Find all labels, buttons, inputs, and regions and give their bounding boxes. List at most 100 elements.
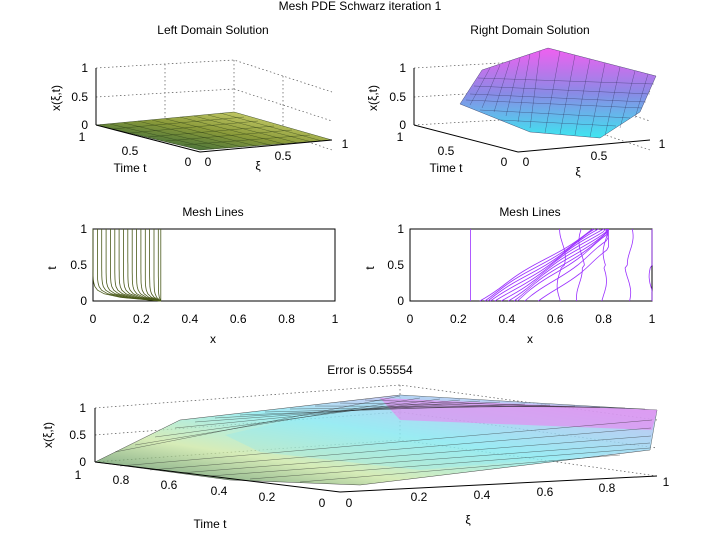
mesh-line: [92, 229, 161, 302]
mesh-line: [110, 229, 161, 302]
mesh-line: [131, 229, 161, 302]
panel3-xtick: 0.4: [181, 312, 198, 326]
mesh-line: [513, 229, 608, 302]
panel5-xtick: 0.8: [599, 481, 616, 495]
panel5-xtick: 1: [663, 475, 670, 489]
mesh-line: [501, 229, 607, 302]
panel4-xtick: 0: [407, 312, 414, 326]
mesh-line: [524, 229, 609, 302]
panel3-xtick: 0.6: [230, 312, 247, 326]
panel4-title: Mesh Lines: [499, 205, 560, 219]
panel-error-surface: Error is 0.55554 0 0.5 1 0 0.2: [41, 363, 670, 531]
panel2-zlabel: x(ξ,t): [366, 85, 380, 111]
panel5-zlabel: x(ξ,t): [41, 422, 55, 448]
panel3-ytick: 0.5: [70, 258, 87, 272]
panel1-ztick: 0.5: [71, 90, 88, 104]
panel1-ztick: 0: [81, 118, 88, 132]
mesh-line: [149, 229, 161, 302]
panel1-title: Left Domain Solution: [157, 23, 268, 37]
panel-right-domain-surface: Right Domain Solution 0 0.5 1 0 0.5 1 0: [366, 23, 666, 179]
mesh-line: [140, 229, 161, 302]
panel1-xtick: 1: [342, 137, 349, 151]
mesh-line: [101, 229, 161, 302]
panel4-ylabel: t: [363, 266, 377, 270]
panel1-xtick: 0.5: [275, 149, 292, 163]
panel1-ztick: 1: [81, 61, 88, 75]
panel2-ytick: 1: [397, 130, 404, 144]
mesh-line: [97, 229, 161, 302]
mesh-line: [153, 229, 162, 302]
mesh-line: [517, 229, 608, 302]
panel3-plot-area: [92, 228, 336, 302]
panel3-title: Mesh Lines: [182, 205, 243, 219]
mesh-line: [601, 228, 609, 302]
mesh-line: [157, 229, 162, 302]
panel1-ytick: 0.5: [122, 144, 139, 158]
panel4-ytick: 0.5: [387, 258, 404, 272]
panel1-zlabel: x(ξ,t): [49, 85, 63, 111]
mesh-line: [123, 229, 161, 302]
panel3-xtick: 0.2: [133, 312, 150, 326]
panel5-ytick: 0.8: [113, 473, 130, 487]
mesh-line: [556, 228, 566, 302]
panel4-xtick: 0.4: [498, 312, 515, 326]
panel5-ztick: 1: [79, 401, 86, 415]
panel4-xtick: 0.2: [450, 312, 467, 326]
panel1-ylabel: Time t: [114, 161, 148, 175]
panel4-plot-area: [409, 228, 653, 302]
panel-mesh-lines-left: Mesh Lines 0 0.2 0.4 0.6 0.8 1 0 0.5 1 x t: [45, 205, 339, 346]
panel1-ytick: 0: [185, 155, 192, 169]
panel5-ylabel: Time t: [194, 517, 228, 531]
panel3-ytick: 1: [80, 222, 87, 236]
panel1-xlabel: ξ: [255, 159, 261, 173]
mesh-line: [105, 229, 161, 302]
panel4-ytick: 0: [397, 294, 404, 308]
panel3-ytick: 0: [80, 294, 87, 308]
panel2-ylabel: Time t: [430, 161, 464, 175]
panel2-xtick: 0.5: [591, 149, 608, 163]
panel2-ztick: 0: [399, 118, 406, 132]
mesh-line: [136, 229, 161, 302]
panel3-xtick: 0.8: [278, 312, 295, 326]
panel2-ztick: 0.5: [389, 90, 406, 104]
panel4-xlabel: x: [527, 332, 533, 346]
panel-left-domain-surface: Left Domain Solution 0 0.5 1 0 0.5 1: [49, 23, 349, 175]
mesh-line: [118, 229, 161, 302]
panel-mesh-lines-right: Mesh Lines 0 0.2 0.4 0.6 0.8 1 0 0.5 1 x t: [363, 205, 656, 346]
mesh-line: [490, 228, 604, 302]
mesh-line: [624, 228, 634, 302]
panel2-ytick: 0.5: [438, 144, 455, 158]
panel2-xlabel: ξ: [575, 165, 581, 179]
panel4-xtick: 1: [649, 312, 656, 326]
panel4-xtick: 0.8: [595, 312, 612, 326]
mesh-line: [487, 228, 599, 302]
panel1-xtick: 0: [205, 155, 212, 169]
panel5-ytick: 0: [319, 496, 326, 510]
panel4-ytick: 1: [397, 222, 404, 236]
panel2-xtick: 0: [523, 155, 530, 169]
panel4-mesh-lines: [470, 228, 653, 302]
panel5-xtick: 0.4: [474, 488, 491, 502]
figure-suptitle: Mesh PDE Schwarz iteration 1: [279, 0, 442, 13]
mesh-line: [484, 228, 595, 302]
mesh-line: [494, 228, 606, 302]
panel2-title: Right Domain Solution: [470, 23, 589, 37]
panel5-ytick: 1: [75, 468, 82, 482]
panel5-ytick: 0.6: [161, 478, 178, 492]
panel3-ylabel: t: [45, 266, 59, 270]
mesh-line: [538, 229, 609, 302]
mesh-line: [144, 229, 161, 302]
panel1-ytick: 1: [79, 130, 86, 144]
panel3-xtick: 0: [90, 312, 97, 326]
panel2-xtick: 1: [659, 137, 666, 151]
panel5-xtick: 0: [346, 496, 353, 510]
panel2-ytick: 0: [501, 155, 508, 169]
panel3-xtick: 1: [332, 312, 339, 326]
mesh-line: [127, 229, 161, 302]
panel5-xtick: 0.2: [411, 490, 428, 504]
panel2-ztick: 1: [399, 61, 406, 75]
panel5-xlabel: ξ: [465, 513, 471, 527]
panel5-ztick: 0: [79, 455, 86, 469]
mesh-line: [576, 228, 585, 302]
